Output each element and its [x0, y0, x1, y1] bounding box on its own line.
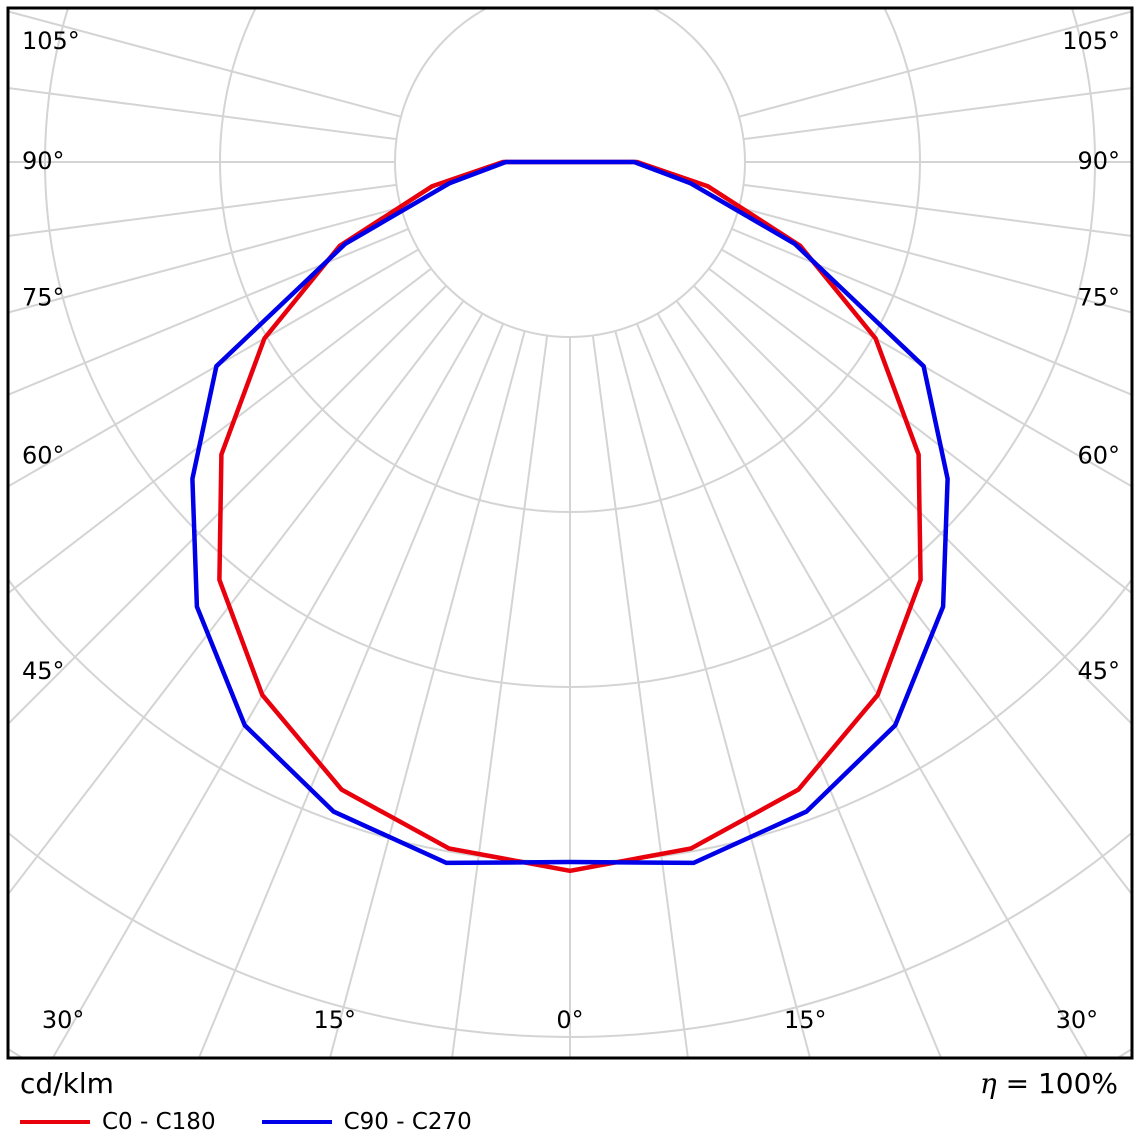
- grid-spoke: [675, 300, 1132, 897]
- grid-spoke: [721, 248, 1132, 488]
- grid-spoke: [693, 285, 1132, 726]
- angle-label: 15°: [784, 1006, 827, 1034]
- grid-spoke: [636, 323, 943, 1058]
- curve-c90-c270: [190, 159, 950, 866]
- grid-spoke: [8, 206, 402, 314]
- grid-spoke: [8, 183, 397, 237]
- grid-spoke: [8, 300, 465, 897]
- grid-spoke: [743, 183, 1132, 237]
- angle-label: 105°: [1062, 27, 1120, 55]
- angle-labels: 0° 15° 15° 30° 30° 45° 45° 60° 60° 75° 75° 90° 90° 10…: [22, 27, 1120, 1034]
- angle-label: 105°: [22, 27, 80, 55]
- legend-label: C90 - C270: [343, 1109, 472, 1132]
- curves: [190, 159, 950, 874]
- unit-label: cd/klm: [20, 1067, 114, 1100]
- grid-spoke: [8, 10, 402, 118]
- legend: C0 - C180 C90 - C270: [0, 1109, 1142, 1132]
- angle-label: 60°: [1077, 441, 1120, 469]
- angle-label: 15°: [313, 1006, 356, 1034]
- legend-item: C0 - C180: [20, 1109, 216, 1132]
- angle-label: 45°: [1077, 657, 1120, 685]
- legend-swatch: [261, 1120, 332, 1125]
- grid-spoke: [8, 248, 419, 488]
- angle-label: 60°: [22, 441, 65, 469]
- grid-spoke: [8, 267, 432, 595]
- grid-spoke: [8, 228, 409, 396]
- grid-spoke: [708, 267, 1132, 595]
- angle-label: 90°: [1077, 147, 1120, 175]
- grid-spoke: [743, 87, 1132, 141]
- angle-label: 0°: [556, 1006, 583, 1034]
- footer-top-row: cd/klm η = 100%: [0, 1060, 1142, 1100]
- grid-spoke: [8, 87, 397, 141]
- angle-label: 90°: [22, 147, 65, 175]
- grid-spoke: [8, 285, 447, 726]
- grid-spoke: [328, 330, 526, 1058]
- angle-label: 45°: [22, 657, 65, 685]
- grid-spoke: [591, 335, 689, 1058]
- grid-spoke: [656, 313, 1089, 1058]
- angle-label: 75°: [1077, 284, 1120, 312]
- plot-frame: [6, 6, 1134, 1060]
- grid-spoke: [451, 335, 549, 1058]
- grid-spoke: [738, 10, 1132, 118]
- angle-label: 30°: [1056, 1006, 1099, 1034]
- angle-label: 75°: [22, 284, 65, 312]
- legend-label: C0 - C180: [102, 1109, 216, 1132]
- chart-footer: cd/klm η = 100% C0 - C180 C90 - C270: [0, 1060, 1142, 1132]
- grid-spoke: [197, 323, 504, 1058]
- legend-swatch: [20, 1120, 90, 1125]
- grid-spoke: [738, 206, 1132, 314]
- grid-spoke: [614, 330, 812, 1058]
- efficiency-label: η = 100%: [979, 1067, 1118, 1100]
- grid-spoke: [731, 228, 1132, 396]
- grid-spoke: [51, 313, 484, 1058]
- angle-label: 30°: [42, 1006, 85, 1034]
- legend-item: C90 - C270: [261, 1109, 472, 1132]
